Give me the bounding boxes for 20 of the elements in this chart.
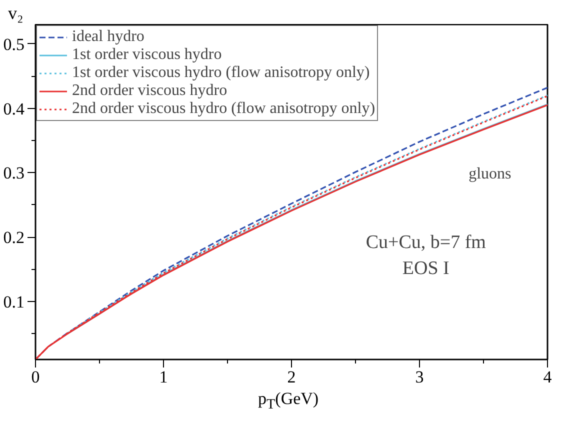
legend-label: 2nd order viscous hydro (flow anisotropy only)	[72, 100, 376, 118]
x-tick-label: 0	[31, 368, 40, 386]
y-tick-label: 0.5	[3, 34, 24, 54]
y-tick-label: 0.1	[3, 292, 24, 312]
x-axis-title: p$_{T}$(GeV)	[258, 389, 319, 414]
annotation: EOS I	[402, 258, 450, 279]
legend-label: 2nd order viscous hydro	[72, 82, 228, 100]
y-tick-label: 0.4	[3, 99, 25, 118]
y-tick-label: 0.3	[3, 164, 24, 183]
x-tick-label: 1	[159, 368, 168, 386]
x-tick-label: 2	[287, 368, 296, 386]
y-tick-label: 0.2	[3, 228, 24, 248]
annotation: gluons	[468, 165, 512, 182]
x-tick-label: 3	[415, 368, 424, 386]
legend-label: ideal hydro	[72, 28, 144, 46]
y-axis-title: v₂	[8, 3, 24, 23]
legend-label: 1st order viscous hydro (flow anisotropy only)	[72, 64, 370, 82]
annotation: Cu+Cu, b=7 fm	[366, 232, 486, 254]
legend-label: 1st order viscous hydro	[72, 46, 222, 64]
x-tick-label: 4	[543, 368, 552, 386]
